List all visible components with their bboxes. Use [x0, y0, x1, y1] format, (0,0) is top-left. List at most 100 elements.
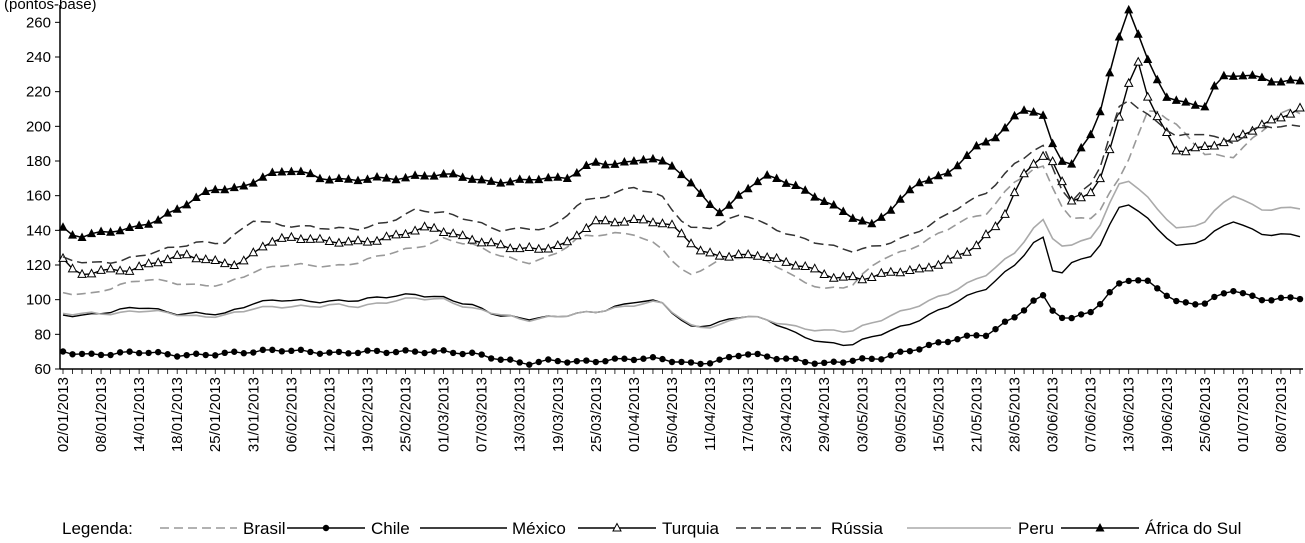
data-point: [163, 208, 173, 217]
data-point: [1086, 129, 1096, 139]
data-point: [648, 153, 658, 163]
data-point: [1266, 76, 1276, 86]
data-point: [59, 348, 67, 355]
data-point: [838, 206, 848, 215]
data-point: [1077, 311, 1085, 318]
data-point: [905, 264, 915, 274]
y-axis-label: (pontos-base): [4, 0, 97, 13]
data-point: [1096, 300, 1104, 308]
data-point: [1076, 192, 1086, 202]
x-axis: 02/01/2013 08/01/2013 14/01/2013 18/01/2013…: [55, 369, 1301, 452]
data-point: [391, 174, 401, 184]
data-point: [1296, 295, 1304, 303]
data-point: [429, 222, 439, 232]
data-point: [696, 188, 706, 197]
data-point: [1009, 187, 1020, 197]
data-point: [744, 351, 752, 358]
data-point: [324, 235, 335, 246]
data-point: [630, 356, 638, 364]
data-point: [1295, 75, 1305, 85]
data-point: [973, 332, 980, 339]
data-point: [335, 348, 343, 356]
data-point: [743, 183, 753, 193]
data-point: [476, 237, 487, 247]
data-point: [238, 255, 249, 265]
data-point: [857, 274, 868, 284]
data-point: [115, 265, 125, 275]
data-point: [124, 265, 135, 275]
data-point: [1028, 158, 1039, 168]
data-point: [248, 247, 259, 257]
y-tick-label: 120: [26, 257, 51, 274]
data-point: [391, 229, 401, 239]
data-point: [1030, 297, 1037, 304]
data-point: [981, 229, 991, 239]
legend-item: Peru: [907, 519, 1054, 538]
x-tick-label: 19/03/2013: [550, 377, 567, 452]
data-point: [715, 207, 725, 217]
data-point: [1076, 142, 1086, 152]
data-point: [782, 355, 790, 362]
data-point: [1285, 75, 1295, 84]
data-point: [933, 170, 943, 180]
data-point: [1105, 67, 1115, 77]
x-tick-label: 19/02/2013: [359, 377, 376, 452]
data-point: [1258, 296, 1266, 304]
data-point: [1095, 106, 1105, 116]
data-point: [212, 352, 219, 359]
data-point: [210, 254, 221, 265]
data-point: [1143, 54, 1153, 64]
data-point: [600, 159, 610, 169]
data-point: [1106, 289, 1113, 296]
data-point: [935, 339, 942, 346]
data-point: [564, 359, 571, 366]
data-point: [77, 232, 87, 241]
data-point: [1190, 100, 1200, 109]
data-point: [543, 243, 554, 253]
data-point: [296, 233, 306, 243]
y-tick-label: 80: [34, 326, 51, 343]
y-tick-label: 100: [26, 292, 51, 309]
data-point: [724, 200, 734, 209]
data-point: [1123, 77, 1134, 87]
data-point: [448, 168, 458, 178]
data-point: [353, 235, 363, 245]
data-point: [809, 263, 820, 273]
data-point: [507, 356, 514, 363]
data-point: [1200, 140, 1210, 151]
data-point: [429, 171, 439, 180]
x-tick-label: 25/03/2013: [588, 377, 605, 452]
data-point: [962, 150, 972, 160]
legend-marker: [322, 524, 330, 532]
y-tick-label: 60: [34, 361, 51, 378]
data-point: [562, 173, 572, 182]
data-point: [143, 258, 154, 268]
x-tick-label: 31/01/2013: [245, 377, 262, 452]
data-point: [239, 180, 249, 190]
data-point: [1200, 101, 1210, 111]
data-point: [183, 351, 190, 359]
data-point: [829, 200, 839, 209]
data-point: [552, 239, 563, 250]
data-point: [763, 353, 771, 360]
data-point: [478, 351, 485, 358]
data-point: [535, 358, 542, 366]
data-point: [116, 349, 124, 356]
data-point: [524, 174, 534, 184]
data-point: [952, 249, 963, 259]
data-point: [705, 199, 715, 209]
x-tick-label: 29/04/2013: [816, 377, 833, 452]
data-point: [164, 351, 171, 358]
data-point: [1135, 277, 1142, 284]
data-point: [849, 357, 856, 364]
data-point: [1011, 314, 1018, 321]
data-point: [202, 351, 209, 359]
data-point: [638, 214, 649, 224]
data-point: [1201, 300, 1209, 307]
data-point: [629, 156, 639, 165]
data-point: [897, 348, 904, 355]
data-point: [868, 355, 876, 363]
data-point: [1001, 318, 1009, 325]
data-point: [277, 232, 287, 242]
data-point: [914, 263, 925, 273]
